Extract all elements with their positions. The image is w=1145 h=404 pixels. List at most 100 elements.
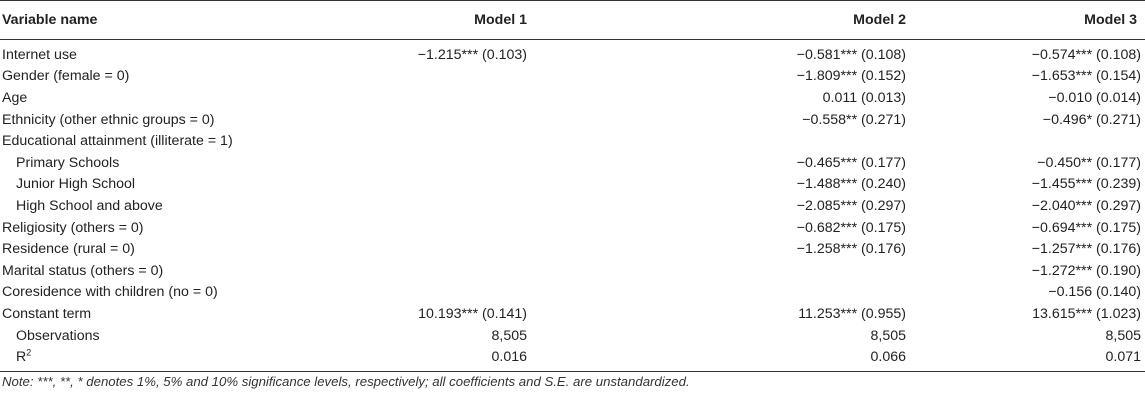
row-label-text: Educational attainment (illiterate = 1) xyxy=(2,133,233,150)
row-label: R2 xyxy=(0,346,395,372)
model-3-cell: −0.574*** (0.108) xyxy=(1031,46,1141,63)
header-variable-name: Variable name xyxy=(0,0,395,40)
model-1-cell xyxy=(395,238,571,260)
model-2-cell: −1.488*** (0.240) xyxy=(796,176,906,193)
model-3-cell: −0.694*** (0.175) xyxy=(1031,219,1141,236)
row-label: Coresidence with children (no = 0) xyxy=(0,282,395,304)
model-2-cell: −2.085*** (0.297) xyxy=(796,197,906,214)
row-label-text: Internet use xyxy=(2,46,77,63)
row-label-text: R xyxy=(16,349,27,366)
model-1-cell xyxy=(395,109,571,131)
model-3-cell: −0.450** (0.177) xyxy=(1037,154,1141,171)
row-label-text: Constant term xyxy=(2,305,92,322)
row-label: Educational attainment (illiterate = 1) xyxy=(0,130,395,152)
model-2-cell xyxy=(571,282,954,304)
model-3-cell: −1.653*** (0.154) xyxy=(1031,68,1141,85)
model-2-cell: −0.558** (0.271) xyxy=(802,111,906,128)
row-label-text: Junior High School xyxy=(16,176,136,193)
row-label: Marital status (others = 0) xyxy=(0,260,395,282)
model-2-cell: −0.465*** (0.177) xyxy=(796,154,906,171)
model-3-cell: −1.272*** (0.190) xyxy=(1031,262,1141,279)
model-3-cell: −0.010 (0.014) xyxy=(1048,89,1141,106)
table-row: Primary Schools −0.465*** (0.177) −0.450**… xyxy=(0,152,1145,174)
row-label: Residence (rural = 0) xyxy=(0,238,395,260)
header-model-1: Model 1 xyxy=(395,0,571,40)
table-row: Ethnicity (other ethnic groups = 0) −0.55… xyxy=(0,109,1145,131)
table-row: Observations 8,505 8,505 8,505 xyxy=(0,325,1145,347)
table-row: Age 0.011 (0.013) −0.010 (0.014) xyxy=(0,87,1145,109)
model-2-cell xyxy=(571,130,954,152)
table-row: Gender (female = 0) −1.809*** (0.152) −1.6… xyxy=(0,66,1145,88)
model-1-cell: 0.016 xyxy=(395,346,571,372)
table-row: Marital status (others = 0) −1.272*** (0.… xyxy=(0,260,1145,282)
row-label-text: Residence (rural = 0) xyxy=(2,241,135,258)
table-row: Religiosity (others = 0) −0.682*** (0.175… xyxy=(0,217,1145,239)
model-1-cell xyxy=(395,195,571,217)
table-row: Educational attainment (illiterate = 1) xyxy=(0,130,1145,152)
row-label: Age xyxy=(0,87,395,109)
model-2-cell: 0.011 (0.013) xyxy=(822,89,906,106)
header-model-2: Model 2 xyxy=(571,0,954,40)
row-label-text: Age xyxy=(2,89,28,106)
row-label-text: Religiosity (others = 0) xyxy=(2,219,144,236)
row-label: Observations xyxy=(0,325,395,347)
model-1-cell xyxy=(395,130,571,152)
table-body: Internet use −1.215*** (0.103) −0.581*** (… xyxy=(0,40,1145,372)
model-1-cell xyxy=(395,174,571,196)
table-row: Residence (rural = 0) −1.258*** (0.176) −1… xyxy=(0,238,1145,260)
row-label-text: Observations xyxy=(16,327,100,344)
row-label: Ethnicity (other ethnic groups = 0) xyxy=(0,109,395,131)
model-2-cell xyxy=(571,260,954,282)
header-model-3: Model 3 xyxy=(954,0,1145,40)
model-1-cell xyxy=(395,66,571,88)
model-2-cell: −1.258*** (0.176) xyxy=(796,241,906,258)
model-3-cell: −1.455*** (0.239) xyxy=(1031,176,1141,193)
table-note: Note: ***, **, * denotes 1%, 5% and 10% … xyxy=(2,374,690,389)
row-label: Junior High School xyxy=(0,174,395,196)
model-1-cell xyxy=(395,217,571,239)
model-1-cell: 8,505 xyxy=(491,327,527,344)
table-row: Junior High School −1.488*** (0.240) −1.45… xyxy=(0,174,1145,196)
row-label: Gender (female = 0) xyxy=(0,66,395,88)
model-3-cell: −1.257*** (0.176) xyxy=(1031,241,1141,258)
model-2-cell: −0.682*** (0.175) xyxy=(796,219,906,236)
row-label: Primary Schools xyxy=(0,152,395,174)
row-label-text: Gender (female = 0) xyxy=(2,68,130,85)
regression-table: Variable name Model 1 Model 2 Model 3 In… xyxy=(0,0,1145,372)
row-label-text: High School and above xyxy=(16,197,163,214)
table-row: Constant term 10.193*** (0.141) 11.253*** … xyxy=(0,303,1145,325)
model-2-cell: −0.581*** (0.108) xyxy=(796,46,906,63)
model-1-cell xyxy=(395,282,571,304)
row-label-text: Marital status (others = 0) xyxy=(2,262,164,279)
table-row: Coresidence with children (no = 0) −0.156… xyxy=(0,282,1145,304)
row-label-text: Coresidence with children (no = 0) xyxy=(2,284,218,301)
model-2-cell: 0.066 xyxy=(571,346,954,372)
row-label-superscript: 2 xyxy=(26,347,32,358)
model-3-cell: 8,505 xyxy=(1105,327,1141,344)
row-label: Religiosity (others = 0) xyxy=(0,217,395,239)
model-3-cell: −0.156 (0.140) xyxy=(1048,284,1141,301)
model-3-cell: 0.071 xyxy=(954,346,1145,372)
row-label-text: Primary Schools xyxy=(16,154,120,171)
model-3-cell: 13.615*** (1.023) xyxy=(1032,305,1141,322)
model-3-cell xyxy=(954,130,1145,152)
model-1-cell xyxy=(395,260,571,282)
model-2-cell: 8,505 xyxy=(870,327,906,344)
table-row: High School and above −2.085*** (0.297) −2… xyxy=(0,195,1145,217)
row-label: Constant term xyxy=(0,303,395,325)
model-3-cell: −2.040*** (0.297) xyxy=(1031,197,1141,214)
table-header-row: Variable name Model 1 Model 2 Model 3 xyxy=(0,0,1145,40)
model-2-cell: 11.253*** (0.955) xyxy=(798,305,906,322)
row-label: Internet use xyxy=(0,40,395,66)
table-row: R2 0.016 0.066 0.071 xyxy=(0,346,1145,372)
model-3-cell: −0.496* (0.271) xyxy=(1042,111,1141,128)
model-1-cell xyxy=(395,152,571,174)
table-row: Internet use −1.215*** (0.103) −0.581*** (… xyxy=(0,40,1145,66)
row-label-text: Ethnicity (other ethnic groups = 0) xyxy=(2,111,215,128)
row-label: High School and above xyxy=(0,195,395,217)
model-1-cell: −1.215*** (0.103) xyxy=(417,46,527,63)
model-2-cell: −1.809*** (0.152) xyxy=(796,68,906,85)
model-1-cell: 10.193*** (0.141) xyxy=(418,305,527,322)
model-1-cell xyxy=(395,87,571,109)
